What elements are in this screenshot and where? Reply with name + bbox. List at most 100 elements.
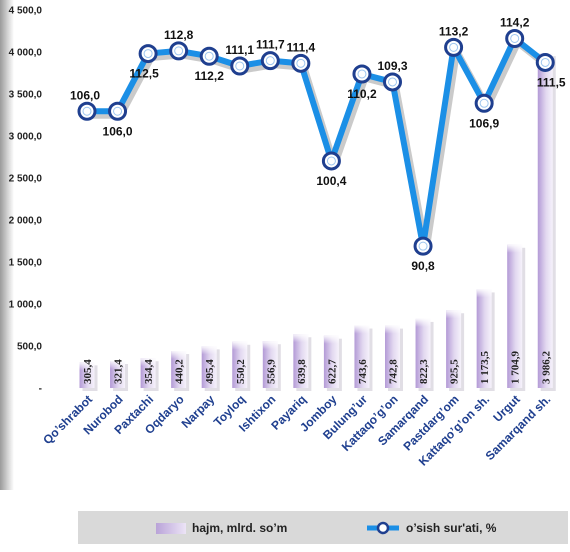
y-tick-label: 3 500,0 [9,90,43,101]
bar-value-label: 495,4 [204,359,216,384]
bar-highlight [354,325,370,334]
bar [415,318,431,388]
legend-label-line: o’sish sur'ati, % [406,521,497,535]
x-tick-label: Narpay [179,392,218,431]
bar-value-label: 1 173,5 [479,350,491,384]
line-value-label: 111,5 [537,75,566,89]
y-tick-label: 1 000,0 [9,300,43,311]
bar [262,341,278,388]
y-tick-label: 1 500,0 [9,258,43,269]
bar-value-label: 622,7 [326,359,338,384]
bar-value-label: 822,3 [418,359,430,384]
line-value-label: 112,5 [129,67,159,81]
line-value-label: 112,2 [195,69,225,83]
line-value-label: 113,2 [439,24,469,38]
line-point-marker-inner [143,49,153,59]
bar [354,325,370,388]
bar-highlight [110,361,126,370]
y-tick-label: 500,0 [17,342,42,353]
bar [446,310,462,388]
x-tick-label: Qo’shrabot [40,392,95,447]
line-point-marker-inner [326,156,336,166]
bar-value-label: 440,2 [174,359,186,384]
line-value-label: 109,3 [377,59,407,73]
line-point-marker-inner [296,58,306,68]
line-value-label: 114,2 [500,15,530,29]
bar-value-label: 743,6 [357,359,369,384]
line-point-marker-inner [388,77,397,87]
line-point-marker-inner [449,42,459,52]
bar [171,351,187,388]
bar-value-label: 742,8 [388,359,400,384]
bar-highlight [171,351,187,360]
bar-highlight [507,244,523,253]
left-shadow-decoration [0,0,14,490]
bar [537,53,553,388]
combo-chart: - 500,0 1 000,0 1 500,0 2 000,0 2 500,0 3 000,… [9,6,566,469]
legend-item-line: o’sish sur'ati, % [366,521,496,535]
bar [385,325,400,388]
bar-highlight [79,362,95,371]
line-point-marker-inner [510,33,520,43]
line-value-label: 111,4 [286,40,315,54]
line-value-label: 111,7 [256,38,285,52]
line-point-marker-inner [540,57,550,67]
y-tick-label: 3 000,0 [9,132,43,143]
bar-value-label: 550,2 [235,359,247,384]
line-point-marker-inner [265,56,275,66]
line-point-marker-inner [174,46,184,56]
line-point-marker-inner [82,106,92,116]
y-axis: - 500,0 1 000,0 1 500,0 2 000,0 2 500,0 3 000,… [9,6,43,395]
bar-highlight [415,318,431,327]
bar-value-label: 1 704,9 [510,351,522,385]
line-value-label: 106,9 [469,116,499,130]
y-tick-label: 4 500,0 [9,6,43,17]
bar-highlight [201,346,217,355]
line-value-label: 100,4 [316,174,346,188]
legend-swatch-line [367,521,399,535]
legend-swatch-bars [156,522,186,534]
bar-value-label: 305,4 [82,359,94,384]
bar [323,335,339,388]
bar-value-label: 3 986,2 [540,351,552,385]
bar [201,346,217,388]
y-tick-label: 2 500,0 [9,174,43,185]
legend: hajm, mlrd. so’m o’sish sur'ati, % [78,511,568,544]
line-value-label: 106,0 [70,88,100,102]
y-tick-label: 2 000,0 [9,216,43,227]
bar-highlight [293,334,309,343]
line-value-label: 90,8 [411,259,435,273]
line-value-label: 112,8 [164,28,194,42]
bar-value-label: 639,8 [296,359,308,384]
line-point-marker-inner [113,106,123,116]
y-tick-label: - [39,384,42,395]
line-point-marker-inner [357,69,367,79]
bar [507,244,523,388]
bar-highlight [323,335,339,344]
bar-highlight [385,325,400,334]
legend-label-bars: hajm, mlrd. so’m [192,521,288,535]
bar-highlight [232,341,248,350]
bar [293,334,309,388]
line-series [77,28,555,256]
line-series-path [84,35,549,250]
line-point-marker-inner [479,98,489,108]
bar-highlight [446,310,462,319]
bar-highlight [476,289,492,298]
bar-highlight [262,341,278,350]
line-value-label: 111,1 [225,43,254,57]
line-value-label: 106,0 [103,124,133,138]
line-point-marker-inner [235,61,245,71]
line-value-label: 110,2 [347,87,377,101]
bar-value-label: 321,4 [113,359,125,384]
bar-value-label: 556,9 [265,359,277,384]
bar-value-label: 354,4 [143,359,155,384]
legend-item-bars: hajm, mlrd. so’m [156,521,287,535]
bar [232,341,248,388]
bar [476,289,492,388]
x-axis: Qo’shrabotNurobodPaxtachiOqdaryoNarpayTo… [40,392,553,469]
bar-highlight [140,358,156,367]
bar-value-label: 925,5 [449,359,461,384]
line-point-marker-inner [418,241,428,251]
